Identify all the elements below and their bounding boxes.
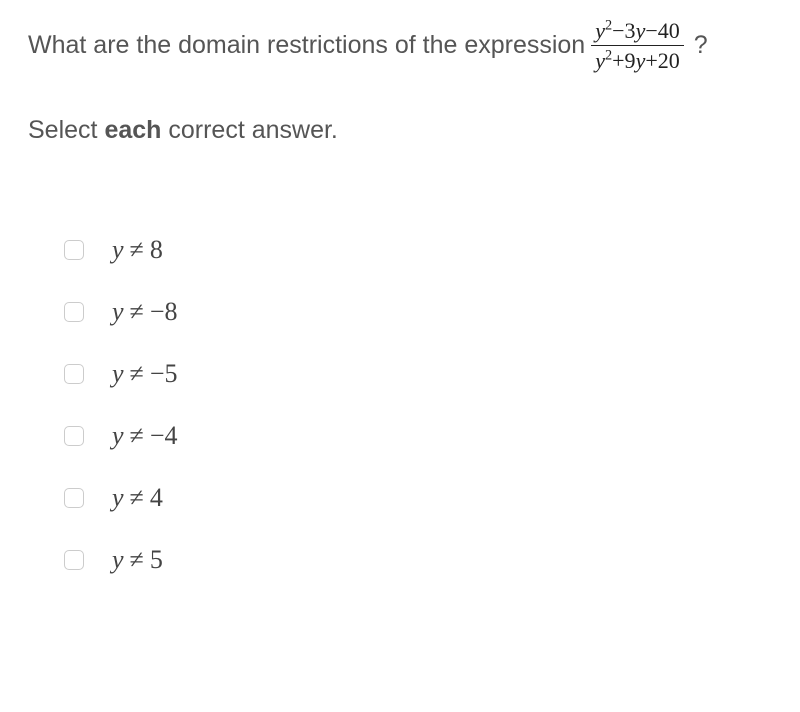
fraction-numerator: y2−3y−40 bbox=[591, 18, 684, 45]
option-op: ≠ bbox=[130, 545, 144, 574]
checkbox[interactable] bbox=[64, 240, 84, 260]
option-var: y bbox=[112, 545, 124, 574]
question-suffix: ? bbox=[694, 31, 708, 60]
option-var: y bbox=[112, 359, 124, 388]
checkbox[interactable] bbox=[64, 550, 84, 570]
option-var: y bbox=[112, 235, 124, 264]
option-var: y bbox=[112, 421, 124, 450]
option-op: ≠ bbox=[130, 235, 144, 264]
option-value: 4 bbox=[150, 483, 163, 512]
option-op: ≠ bbox=[130, 421, 144, 450]
option-value: −8 bbox=[150, 297, 178, 326]
option-op: ≠ bbox=[130, 359, 144, 388]
option-row[interactable]: y≠−5 bbox=[64, 359, 772, 389]
option-label: y≠5 bbox=[112, 545, 163, 575]
option-row[interactable]: y≠−4 bbox=[64, 421, 772, 451]
option-label: y≠−4 bbox=[112, 421, 178, 451]
instruction-bold: each bbox=[104, 116, 161, 144]
instruction: Select each correct answer. bbox=[28, 116, 772, 145]
option-label: y≠−8 bbox=[112, 297, 178, 327]
option-var: y bbox=[112, 483, 124, 512]
option-label: y≠8 bbox=[112, 235, 163, 265]
option-var: y bbox=[112, 297, 124, 326]
option-value: 5 bbox=[150, 545, 163, 574]
question-prefix: What are the domain restrictions of the … bbox=[28, 31, 585, 60]
option-value: 8 bbox=[150, 235, 163, 264]
option-row[interactable]: y≠8 bbox=[64, 235, 772, 265]
checkbox[interactable] bbox=[64, 426, 84, 446]
option-op: ≠ bbox=[130, 297, 144, 326]
option-row[interactable]: y≠5 bbox=[64, 545, 772, 575]
question-row: What are the domain restrictions of the … bbox=[28, 18, 772, 74]
option-label: y≠−5 bbox=[112, 359, 178, 389]
option-label: y≠4 bbox=[112, 483, 163, 513]
option-value: −5 bbox=[150, 359, 178, 388]
option-op: ≠ bbox=[130, 483, 144, 512]
checkbox[interactable] bbox=[64, 364, 84, 384]
checkbox[interactable] bbox=[64, 488, 84, 508]
option-row[interactable]: y≠−8 bbox=[64, 297, 772, 327]
fraction-denominator: y2+9y+20 bbox=[591, 45, 684, 73]
checkbox[interactable] bbox=[64, 302, 84, 322]
options-list: y≠8 y≠−8 y≠−5 y≠−4 y≠4 y≠5 bbox=[28, 235, 772, 575]
fraction: y2−3y−40 y2+9y+20 bbox=[591, 18, 684, 74]
option-row[interactable]: y≠4 bbox=[64, 483, 772, 513]
instruction-post: correct answer. bbox=[161, 116, 337, 144]
instruction-pre: Select bbox=[28, 116, 104, 144]
option-value: −4 bbox=[150, 421, 178, 450]
